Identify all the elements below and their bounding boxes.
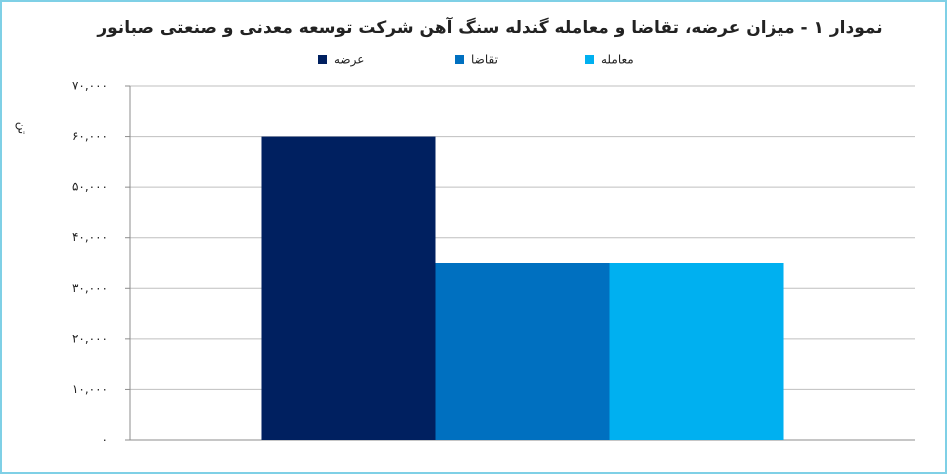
bar <box>261 136 436 441</box>
y-tick-label: ۶۰,۰۰۰ <box>72 129 108 143</box>
bar <box>609 263 784 440</box>
y-axis-label: تن <box>15 122 30 134</box>
y-tick-label: ۲۰,۰۰۰ <box>72 331 108 345</box>
y-tick-label: ۴۰,۰۰۰ <box>72 230 108 244</box>
legend-swatch <box>585 55 594 64</box>
bar <box>435 263 610 440</box>
legend-swatch <box>318 55 327 64</box>
y-tick-label: ۷۰,۰۰۰ <box>72 79 108 93</box>
chart-title: نمودار ۱ - میزان عرضه، تقاضا و معامله گن… <box>96 16 882 38</box>
y-tick-label: ۳۰,۰۰۰ <box>72 281 108 295</box>
legend-label: تقاضا <box>471 53 498 67</box>
y-tick-label: ۱۰,۰۰۰ <box>72 382 108 396</box>
legend-swatch <box>455 55 464 64</box>
legend-label: معامله <box>601 53 634 67</box>
y-tick-label: ۰ <box>102 433 108 447</box>
legend-label: عرضه <box>334 53 364 68</box>
y-tick-label: ۵۰,۰۰۰ <box>72 180 108 194</box>
